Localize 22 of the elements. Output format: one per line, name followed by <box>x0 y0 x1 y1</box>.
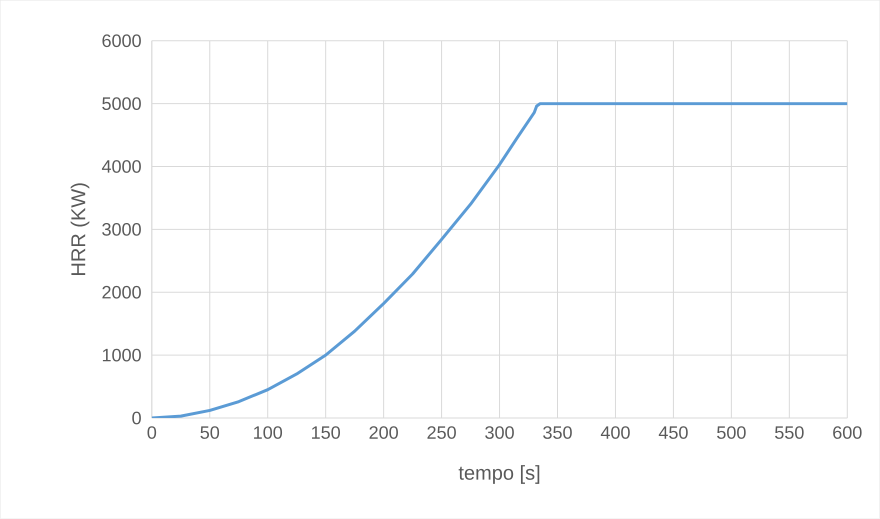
x-tick-label: 400 <box>600 426 630 440</box>
y-tick-label: 2000 <box>102 286 141 299</box>
x-tick-label: 300 <box>485 426 514 440</box>
y-tick-label: 4000 <box>102 160 141 173</box>
y-tick-label: 6000 <box>102 34 141 48</box>
x-tick-label: 550 <box>775 426 804 440</box>
y-tick-label: 0 <box>132 412 141 424</box>
x-tick-label: 0 <box>148 426 156 440</box>
y-axis-title: HRR (KW) <box>70 184 90 276</box>
x-tick-label: 100 <box>254 426 282 440</box>
x-axis-title: tempo [s] <box>458 465 540 484</box>
x-tick-label: 250 <box>427 426 456 440</box>
x-tick-label: 150 <box>312 426 340 440</box>
y-tick-label: 3000 <box>102 223 141 236</box>
x-tick-label: 200 <box>370 426 398 440</box>
x-tick-label: 350 <box>543 426 572 440</box>
x-tick-label: 50 <box>200 426 220 440</box>
x-tick-label: 500 <box>717 426 746 440</box>
x-tick-label: 600 <box>833 426 862 440</box>
y-tick-label: 1000 <box>102 348 141 362</box>
x-tick-label: 450 <box>658 426 688 440</box>
y-tick-label: 5000 <box>102 97 141 110</box>
